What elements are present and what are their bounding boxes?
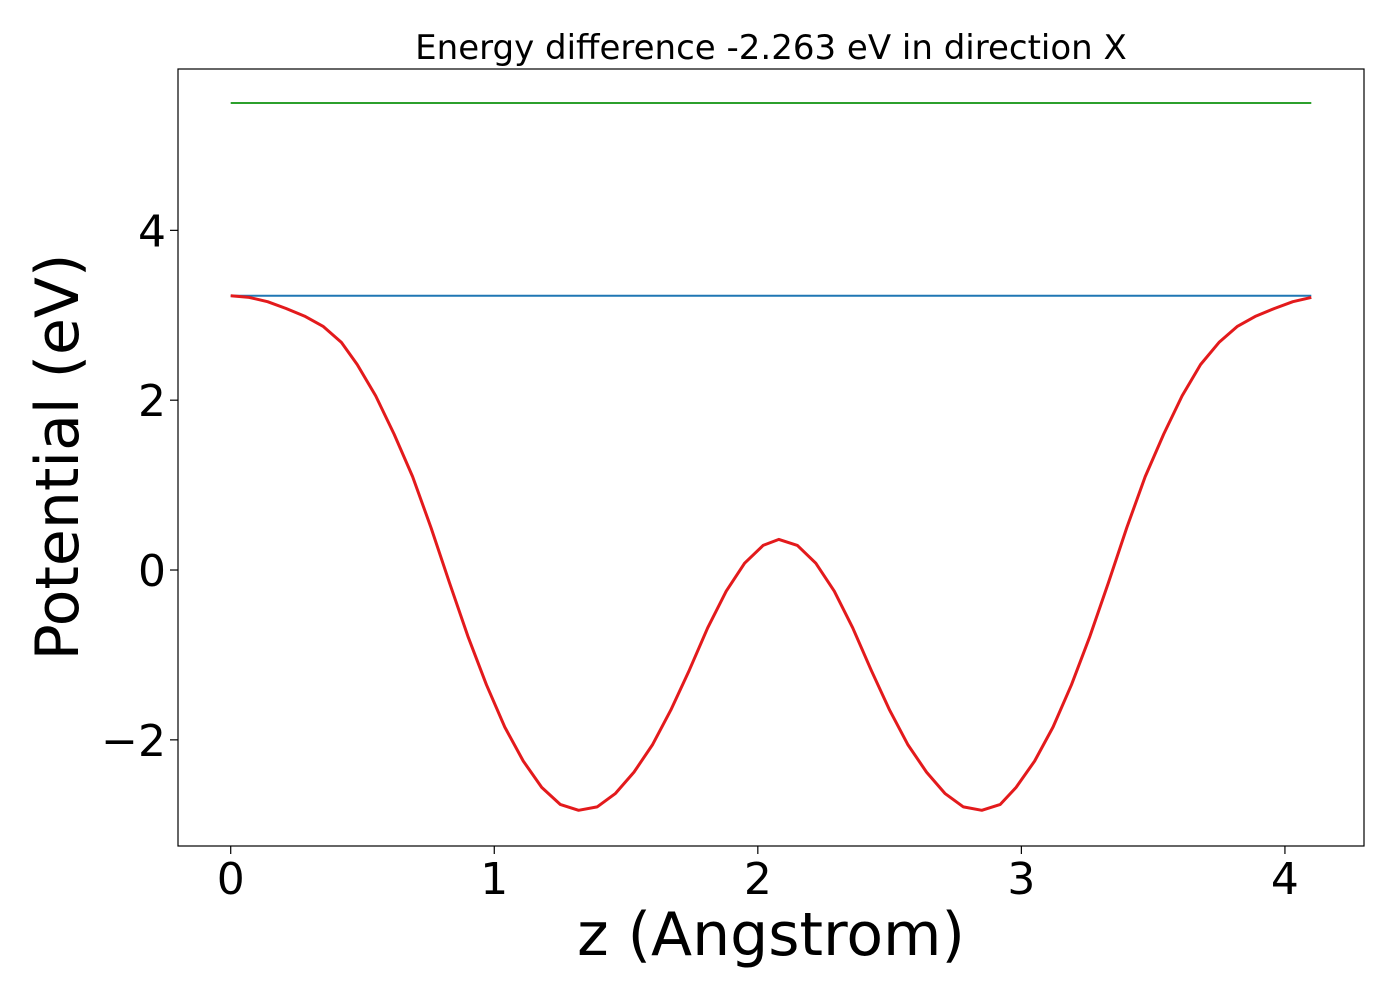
x-tick-label: 0 [217, 854, 245, 905]
x-axis-ticks: 0 1 2 3 4 [217, 846, 1299, 905]
y-tick-label: −2 [101, 716, 166, 767]
y-tick-label: 2 [138, 376, 166, 427]
x-tick-label: 4 [1271, 854, 1299, 905]
x-tick-label: 2 [744, 854, 772, 905]
y-tick-label: 0 [138, 546, 166, 597]
y-axis-label: Potential (eV) [23, 254, 93, 661]
x-axis-label: z (Angstrom) [577, 900, 965, 970]
potential-curve [230, 294, 1312, 812]
chart-title: Energy difference -2.263 eV in direction… [415, 28, 1127, 68]
plot-frame [177, 68, 1365, 847]
x-tick-label: 1 [480, 854, 508, 905]
x-tick-label: 3 [1007, 854, 1035, 905]
y-tick-label: 4 [138, 206, 166, 257]
y-axis-ticks: −2 0 2 4 [101, 206, 178, 767]
plot-area [230, 102, 1312, 812]
